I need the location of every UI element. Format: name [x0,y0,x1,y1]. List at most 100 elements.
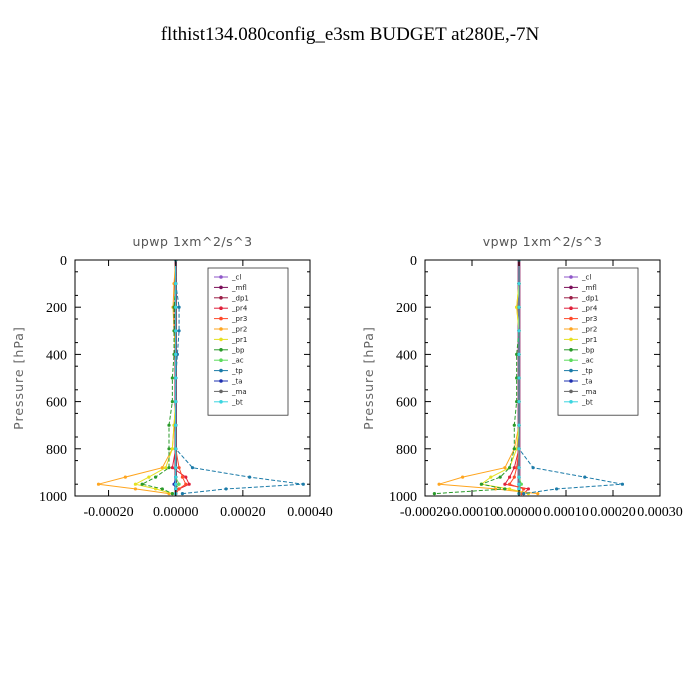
series-point-tp [531,466,535,470]
series-point-bt [517,282,521,286]
y-tick-label: 0 [60,254,67,269]
legend-box [207,267,289,416]
x-tick-label: 0.00030 [637,505,683,520]
legend-marker [219,389,223,394]
series-point-bp [479,482,483,486]
series-point-pr1 [164,466,168,470]
y-tick-label: 400 [396,348,417,363]
series-point-bt [174,305,178,309]
plot-series-group [432,260,625,496]
series-point-pr1 [147,475,151,479]
x-tick-label: 0.00010 [543,505,589,520]
series-point-bt [174,376,178,380]
y-tick-label: 800 [396,443,417,458]
legend-label: _cl [231,274,241,282]
series-point-bp [515,352,519,356]
series-point-pr3 [177,487,181,491]
y-tick-label: 800 [46,443,67,458]
legend-label: _tp [581,367,593,375]
legend-label: _pr3 [581,315,597,323]
series-point-bt [517,487,521,491]
series-point-pr3 [180,475,185,479]
series-point-bt [174,352,178,356]
series-point-pr4 [184,475,188,479]
series-line-pr3 [175,260,187,494]
legend-label: _ma [231,388,247,396]
legend-marker [219,379,223,383]
legend-marker [569,389,573,394]
x-tick-label: -0.00010 [447,505,497,520]
legend-label: _cl [581,274,591,282]
x-tick-label: 0.00000 [153,505,199,520]
legend-marker [569,358,573,363]
series-point-tp [301,482,305,486]
series-point-bp [170,492,174,496]
series-point-bt [517,466,521,470]
legend-marker [219,358,223,363]
series-point-pr3 [184,482,188,486]
series-point-pr3 [512,475,516,479]
legend-label: _ac [231,357,244,365]
series-point-pr4 [526,487,531,491]
x-tick-label: -0.00020 [83,505,133,520]
series-point-bt [517,376,521,380]
series-line-bp [140,260,177,495]
series-point-bp [508,466,512,470]
series-point-bp [167,447,171,451]
series-point-pr2 [503,466,507,470]
y-tick-label: 1000 [39,490,67,505]
series-point-bp [512,447,516,451]
series-point-pr1 [133,482,138,486]
legend-marker [569,379,573,383]
series-point-bp [515,400,519,404]
series-point-bp [170,400,174,404]
legend-label: _pr1 [231,336,247,344]
series-point-pr2 [461,475,465,479]
series-point-tp [247,475,252,479]
y-axis-label: Pressure [hPa] [11,326,26,430]
legend-marker [569,296,573,300]
legend-marker [219,348,223,352]
series-point-pr3 [177,466,181,470]
legend-label: _mfl [231,284,247,292]
series-point-bt [517,352,521,356]
legend-marker [569,316,573,321]
x-tick-label: 0.00020 [590,505,636,520]
series-point-bt [174,282,178,286]
legend-label: _tp [231,367,243,375]
series-point-pr4 [508,475,512,479]
series-point-tp [190,466,195,470]
legend-label: _bp [231,346,245,354]
series-point-bt [517,423,521,427]
series-point-bp [498,475,502,479]
series-point-tp [177,305,181,309]
legend-label: _dp1 [581,294,599,302]
series-point-pr1 [170,447,174,451]
legend: _cl _mfl _dp1 _pr4 _pr3 _pr2 _pr1 _bp _ac _tp _ta _… [207,267,289,416]
series-point-bt [174,466,178,470]
series-point-bt [517,482,521,486]
y-tick-label: 400 [46,348,67,363]
series-point-bp [140,482,144,486]
legend: _cl _mfl _dp1 _pr4 _pr3 _pr2 _pr1 _bp _ac _tp _ta _… [557,267,639,416]
y-tick-label: 0 [410,254,417,269]
series-point-pr1 [515,447,519,451]
series-point-pr3 [515,466,519,470]
series-point-pr1 [515,305,519,309]
page-title: flthist134.080config_e3sm BUDGET at280E,… [161,24,540,45]
series-point-bt [517,447,521,451]
legend-label: _pr4 [231,305,248,313]
legend-marker [219,306,223,311]
legend-marker [219,275,223,279]
legend-label: _pr4 [581,305,598,313]
legend-label: _ta [231,378,243,386]
legend-label: _ta [581,378,593,386]
series-point-bp [153,475,158,479]
series-point-bt [174,482,178,486]
series-line-pr1 [134,260,177,495]
legend-marker [219,296,223,300]
legend-label: _pr2 [581,326,597,334]
y-tick-label: 600 [46,396,67,411]
series-point-pr2 [536,492,540,496]
series-point-bp [432,492,436,496]
